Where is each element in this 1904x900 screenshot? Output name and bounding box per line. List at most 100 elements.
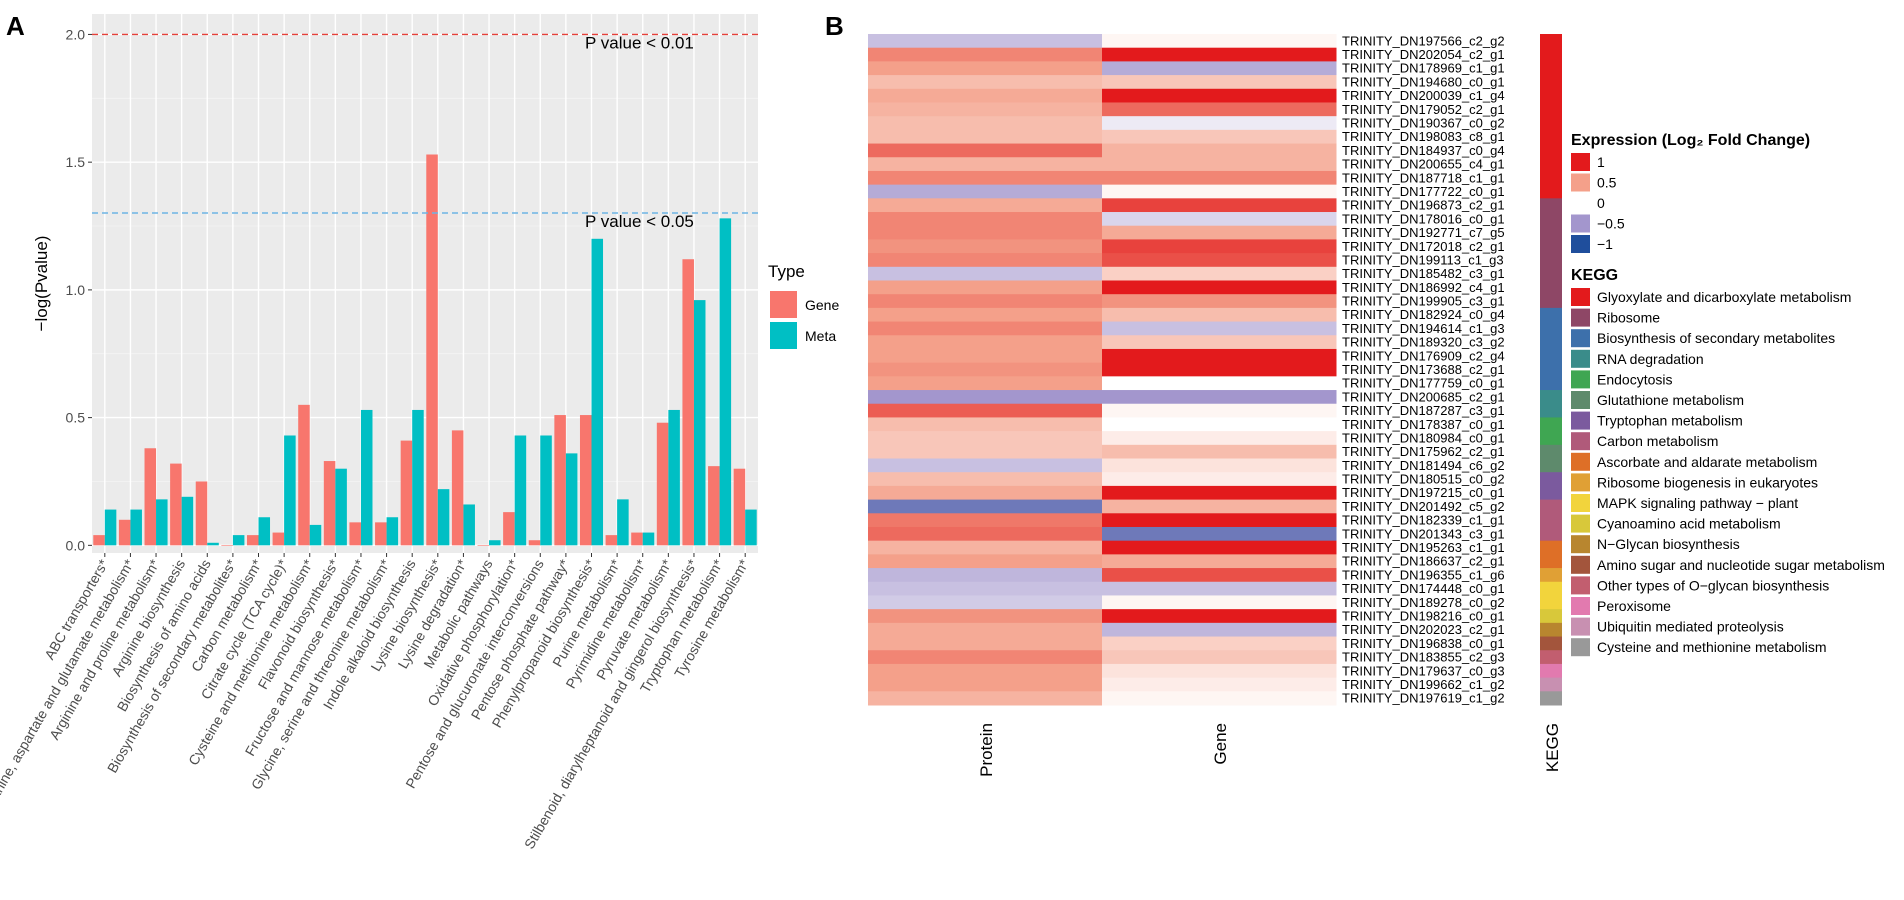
heatmap-cell-gene (1102, 417, 1337, 432)
heatmap-cell-gene (1102, 116, 1337, 131)
row-label: TRINITY_DN196355_c1_g6 (1342, 567, 1505, 582)
row-label: TRINITY_DN199662_c1_g2 (1342, 677, 1505, 692)
heatmap-cell-protein (868, 499, 1103, 514)
row-label: TRINITY_DN186992_c4_g1 (1342, 280, 1505, 295)
kegg-legend-key (1571, 597, 1590, 615)
bar-gene (708, 466, 720, 546)
expression-legend-label: −0.5 (1597, 216, 1625, 232)
heatmap-cell-protein (868, 403, 1103, 418)
bar-meta (386, 517, 399, 546)
heatmap-cell-protein (868, 75, 1103, 90)
heatmap-cell-protein (868, 568, 1103, 583)
row-label: TRINITY_DN200039_c1_g4 (1342, 88, 1505, 103)
heatmap-cell-gene (1102, 348, 1337, 364)
bar-chart-pvalue: 0.0 0.5 1.0 1.5 2.0 P value < 0.01 P value < 0… (0, 14, 839, 852)
bar-meta (156, 499, 168, 546)
heatmap-cell-protein (868, 595, 1103, 610)
row-label: TRINITY_DN178016_c0_g1 (1342, 211, 1505, 226)
bar-gene (170, 463, 182, 546)
heatmap-cell-gene (1102, 294, 1337, 309)
kegg-annotation-cell (1540, 34, 1562, 199)
kegg-annotation-cell (1540, 691, 1562, 706)
heatmap-cell-gene (1102, 376, 1337, 391)
heatmap-cell-gene (1102, 403, 1337, 418)
bar-gene (246, 535, 259, 546)
bar-gene (682, 259, 694, 546)
row-label: TRINITY_DN197566_c2_g2 (1342, 33, 1505, 48)
heatmap-cell-protein (868, 307, 1103, 323)
bar-gene (349, 522, 361, 546)
kegg-legend-key (1571, 535, 1590, 554)
heatmap-cell-gene (1102, 554, 1337, 569)
expression-legend-title: Expression (Log₂ Fold Change) (1571, 132, 1810, 149)
heatmap-cell-protein (868, 239, 1103, 254)
kegg-legend-key (1571, 555, 1590, 574)
bar-meta (489, 540, 501, 546)
heatmap-cell-gene (1102, 568, 1337, 583)
kegg-annotation-cell (1540, 444, 1562, 473)
row-label: TRINITY_DN175962_c2_g1 (1342, 444, 1505, 459)
bar-meta (130, 509, 142, 546)
panel-label-b: B (825, 11, 844, 41)
expression-legend-key (1571, 235, 1590, 253)
bar-meta (258, 517, 271, 546)
heatmap-cell-gene (1102, 102, 1337, 117)
heatmap-cell-protein (868, 485, 1103, 501)
kegg-annotation-cell (1540, 198, 1562, 309)
bar-meta (232, 535, 245, 546)
row-label: TRINITY_DN185482_c3_g1 (1342, 266, 1505, 281)
row-label: TRINITY_DN182924_c0_g4 (1342, 307, 1505, 322)
heatmap-cell-gene (1102, 34, 1337, 49)
kegg-legend-label: Ubiquitin mediated proteolysis (1597, 619, 1784, 635)
kegg-annotation-cell (1540, 650, 1562, 665)
bar-gene (579, 415, 592, 546)
kegg-legend-label: Ascorbate and aldarate metabolism (1597, 454, 1817, 470)
row-label: TRINITY_DN180984_c0_g1 (1342, 430, 1505, 445)
kegg-annotation-cell (1540, 472, 1562, 501)
row-label: TRINITY_DN176909_c2_g4 (1342, 348, 1505, 363)
bar-gene (323, 461, 336, 546)
heatmap-cell-protein (868, 581, 1103, 596)
bar-gene (400, 440, 413, 546)
heatmap-cell-protein (868, 663, 1103, 679)
kegg-legend-label: Glutathione metabolism (1597, 392, 1744, 408)
heatmap-cell-protein (868, 170, 1103, 186)
kegg-annotation-cell (1540, 568, 1562, 583)
expression-legend-key (1571, 173, 1590, 192)
bar-gene (426, 154, 438, 546)
row-label: TRINITY_DN181494_c6_g2 (1342, 458, 1505, 473)
heatmap-cell-gene (1102, 280, 1337, 295)
bar-gene (631, 532, 643, 546)
kegg-annotation-cell (1540, 417, 1562, 446)
heatmap-cell-gene (1102, 239, 1337, 254)
bar-gene (503, 512, 515, 546)
heatmap-cell-gene (1102, 609, 1337, 624)
bar-gene (298, 404, 310, 546)
heatmap-cell-protein (868, 266, 1103, 281)
kegg-legend-label: Peroxisome (1597, 598, 1671, 614)
kegg-legend-key (1571, 473, 1590, 492)
heatmap-cell-gene (1102, 143, 1337, 158)
kegg-legend-key (1571, 391, 1590, 409)
kegg-legend-label: Ribosome (1597, 310, 1660, 326)
row-label: TRINITY_DN189278_c0_g2 (1342, 595, 1505, 610)
bar-meta (642, 532, 655, 546)
row-label: TRINITY_DN189320_c3_g2 (1342, 335, 1505, 350)
heatmap-cell-gene (1102, 170, 1337, 186)
heatmap-cell-gene (1102, 253, 1337, 268)
heatmap-cell-protein (868, 212, 1103, 227)
heatmap-cell-protein (868, 253, 1103, 268)
heatmap-cell-gene (1102, 472, 1337, 487)
kegg-legend-label: Glyoxylate and dicarboxylate metabolism (1597, 289, 1851, 305)
kegg-legend-key (1571, 576, 1590, 595)
kegg-annotation-cell (1540, 609, 1562, 624)
bar-meta (693, 300, 706, 546)
heatmap-cell-protein (868, 280, 1103, 295)
reference-line-label: P value < 0.01 (585, 33, 694, 52)
kegg-legend-key (1571, 452, 1590, 471)
kegg-legend-label: Ribosome biogenesis in eukaryotes (1597, 474, 1818, 490)
expression-legend-label: −1 (1597, 236, 1613, 252)
kegg-legend-label: Carbon metabolism (1597, 433, 1718, 449)
kegg-legend-key (1571, 494, 1590, 512)
